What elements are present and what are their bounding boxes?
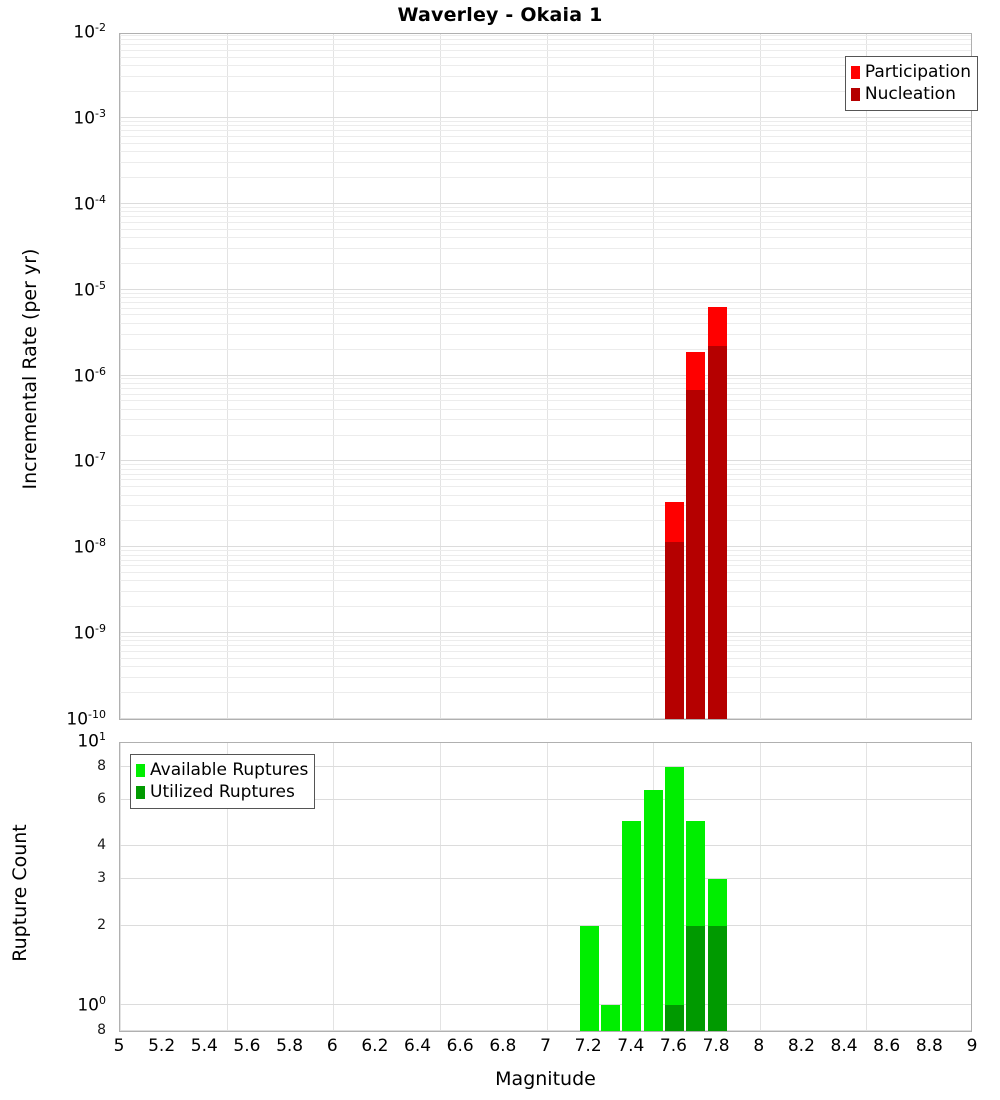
y-tick-label: 8: [97, 757, 106, 774]
y-axis-label-bottom: Rupture Count: [9, 824, 31, 962]
legend-label: Utilized Ruptures: [150, 782, 295, 803]
y-axis-label-top: Incremental Rate (per yr): [19, 248, 41, 490]
legend-label: Participation: [864, 62, 971, 82]
y-tick-label: 10-7: [73, 450, 106, 473]
legend-swatch-icon: [136, 786, 145, 800]
legend-swatch-icon: [136, 763, 145, 777]
bar: [707, 925, 727, 1031]
bar: [643, 790, 663, 1031]
y-tick-label: 10-3: [73, 106, 106, 129]
y-axis-ticks-top: 10-2 10-3 10-4 10-5 10-6 10-7 10-8 10-9 10-10: [0, 0, 114, 760]
y-tick-label: 101: [77, 730, 106, 752]
page-title: Waverley - Okaia 1: [397, 4, 603, 26]
y-tick-label: 10-9: [73, 622, 106, 644]
x-tick-label: 7.8: [702, 1036, 730, 1056]
bar: [707, 346, 727, 719]
x-tick-label: 6: [326, 1036, 338, 1056]
x-tick-label: 5.6: [233, 1036, 261, 1056]
y-tick-label: 10-4: [73, 192, 106, 215]
x-tick-label: 7.2: [574, 1036, 602, 1056]
bars-top: [120, 34, 971, 719]
bar: [686, 925, 706, 1031]
bar: [665, 766, 684, 1031]
legend-rate-entry: Nucleation: [850, 83, 971, 105]
legend-incremental-rate: Participation Nucleation: [844, 56, 978, 111]
y-tick-label: 3: [97, 870, 106, 887]
x-tick-label: 8: [753, 1036, 765, 1056]
y-tick-label: 10-10: [66, 708, 106, 730]
x-tick-label: 7.4: [617, 1036, 645, 1056]
legend-label: Nucleation: [864, 84, 956, 105]
x-tick-label: 8.2: [787, 1036, 815, 1056]
bar: [601, 1005, 620, 1031]
legend-swatch-icon: [850, 88, 860, 102]
bar: [579, 925, 599, 1031]
x-tick-label: 5.4: [190, 1036, 218, 1056]
x-tick-label: 9: [966, 1036, 978, 1056]
legend-count-entry: Available Ruptures: [136, 759, 308, 781]
x-tick-label: 8.8: [915, 1036, 943, 1056]
bar: [686, 389, 706, 719]
x-tick-label: 6.8: [489, 1036, 517, 1056]
y-axis-ticks-bottom: 101 8 6 4 3 2 100 8: [0, 700, 114, 1100]
x-tick-label: 6.2: [361, 1036, 389, 1056]
bars-bottom: [120, 743, 971, 1031]
x-axis-label: Magnitude: [495, 1068, 596, 1090]
x-tick-label: 6.6: [446, 1036, 474, 1056]
bar: [665, 1005, 684, 1031]
y-tick-label: 10-5: [73, 278, 106, 301]
y-tick-label: 10-2: [73, 21, 106, 43]
x-tick-label: 8.6: [873, 1036, 901, 1056]
legend-swatch-icon: [850, 65, 860, 79]
y-tick-label: 4: [97, 837, 106, 854]
x-tick-label: 7.6: [659, 1036, 687, 1056]
legend-label: Available Ruptures: [150, 760, 309, 780]
x-tick-label: 5.2: [148, 1036, 176, 1056]
y-tick-label: 6: [97, 790, 106, 807]
bar: [622, 820, 642, 1031]
bar: [665, 542, 684, 719]
x-tick-label: 5.8: [276, 1036, 304, 1056]
y-tick-label: 2: [97, 916, 106, 933]
legend-rate-entry: Participation: [850, 61, 971, 83]
x-tick-label: 8.4: [830, 1036, 858, 1056]
x-tick-label: 7: [540, 1036, 551, 1056]
x-tick-label: 5: [113, 1036, 125, 1056]
x-tick-label: 6.4: [404, 1036, 432, 1056]
y-tick-label: 100: [77, 994, 106, 1017]
y-tick-label: 8: [97, 1022, 106, 1038]
y-tick-label: 10-6: [73, 364, 106, 387]
legend-rupture-count: Available Ruptures Utilized Ruptures: [130, 754, 316, 809]
incremental-rate-plot: [119, 33, 972, 720]
y-tick-label: 10-8: [73, 536, 106, 558]
legend-count-entry: Utilized Ruptures: [136, 781, 308, 803]
